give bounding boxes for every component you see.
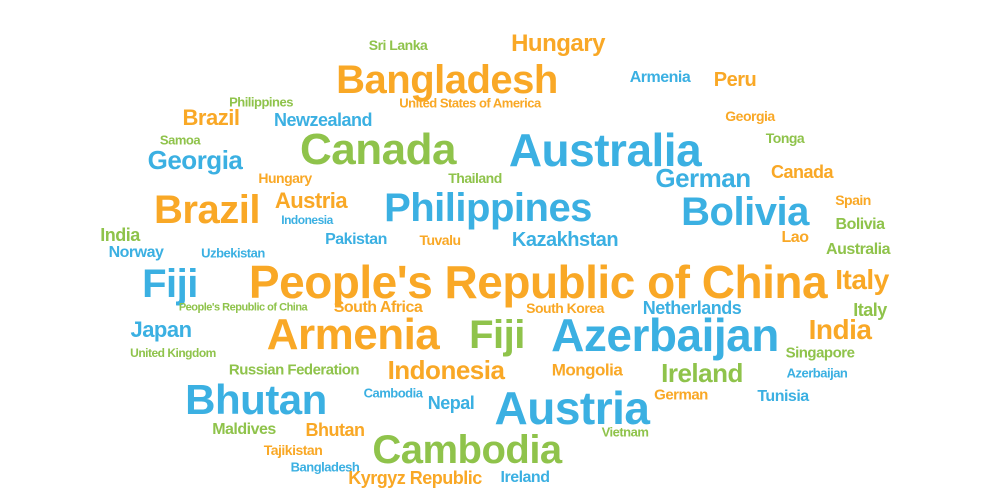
word-52: Ireland xyxy=(661,360,743,386)
word-62: Vietnam xyxy=(602,426,649,439)
word-16: Hungary xyxy=(258,171,311,185)
word-31: Norway xyxy=(109,245,164,261)
word-44: Fiji xyxy=(469,315,525,355)
word-47: United Kingdom xyxy=(130,347,216,359)
word-43: Armenia xyxy=(267,313,440,357)
word-48: Singapore xyxy=(786,346,855,361)
word-24: Spain xyxy=(835,193,871,207)
word-58: Tunisia xyxy=(757,389,808,405)
word-0: Sri Lanka xyxy=(369,38,428,52)
word-63: Tajikistan xyxy=(264,443,323,457)
word-4: Peru xyxy=(714,70,756,90)
word-18: German xyxy=(655,165,750,191)
word-67: Ireland xyxy=(501,470,550,486)
word-12: Georgia xyxy=(148,147,243,173)
word-66: Kyrgyz Republic xyxy=(348,469,482,487)
word-cloud: Sri Lanka Hungary Bangladesh Armenia Peru Phi… xyxy=(0,0,997,501)
word-53: Azerbaijan xyxy=(787,367,848,380)
word-54: Bhutan xyxy=(185,379,327,421)
word-46: India xyxy=(809,316,872,344)
word-23: Bolivia xyxy=(681,192,809,232)
word-28: Kazakhstan xyxy=(512,230,618,250)
word-9: Georgia xyxy=(725,109,774,123)
word-57: German xyxy=(654,388,708,403)
word-7: Brazil xyxy=(183,107,240,129)
word-45: Azerbaijan xyxy=(551,312,779,358)
word-6: United States of America xyxy=(399,97,540,110)
word-36: Italy xyxy=(835,266,889,294)
word-25: India xyxy=(100,226,140,244)
word-1: Hungary xyxy=(511,32,605,56)
word-42: Japan xyxy=(130,319,191,341)
word-64: Cambodia xyxy=(372,430,561,470)
word-34: Fiji xyxy=(142,264,198,304)
word-61: Bhutan xyxy=(306,421,365,439)
word-50: Indonesia xyxy=(388,357,505,383)
word-60: Maldives xyxy=(212,422,276,438)
word-11: Tonga xyxy=(766,131,804,145)
word-26: Pakistan xyxy=(325,232,387,248)
word-15: Canada xyxy=(771,163,833,181)
word-13: Canada xyxy=(300,128,456,172)
word-17: Thailand xyxy=(448,171,502,185)
word-27: Tuvalu xyxy=(419,233,460,247)
word-2: Bangladesh xyxy=(336,60,558,100)
word-55: Cambodia xyxy=(364,387,423,400)
word-56: Nepal xyxy=(428,394,475,412)
word-21: Indonesia xyxy=(281,214,333,226)
word-51: Mongolia xyxy=(552,362,623,379)
word-20: Austria xyxy=(275,190,347,212)
word-33: Australia xyxy=(826,242,890,258)
word-3: Armenia xyxy=(630,70,691,86)
word-22: Philippines xyxy=(384,188,592,228)
word-19: Brazil xyxy=(154,190,260,230)
word-30: Bolivia xyxy=(836,217,885,233)
word-29: Lao xyxy=(782,230,809,246)
